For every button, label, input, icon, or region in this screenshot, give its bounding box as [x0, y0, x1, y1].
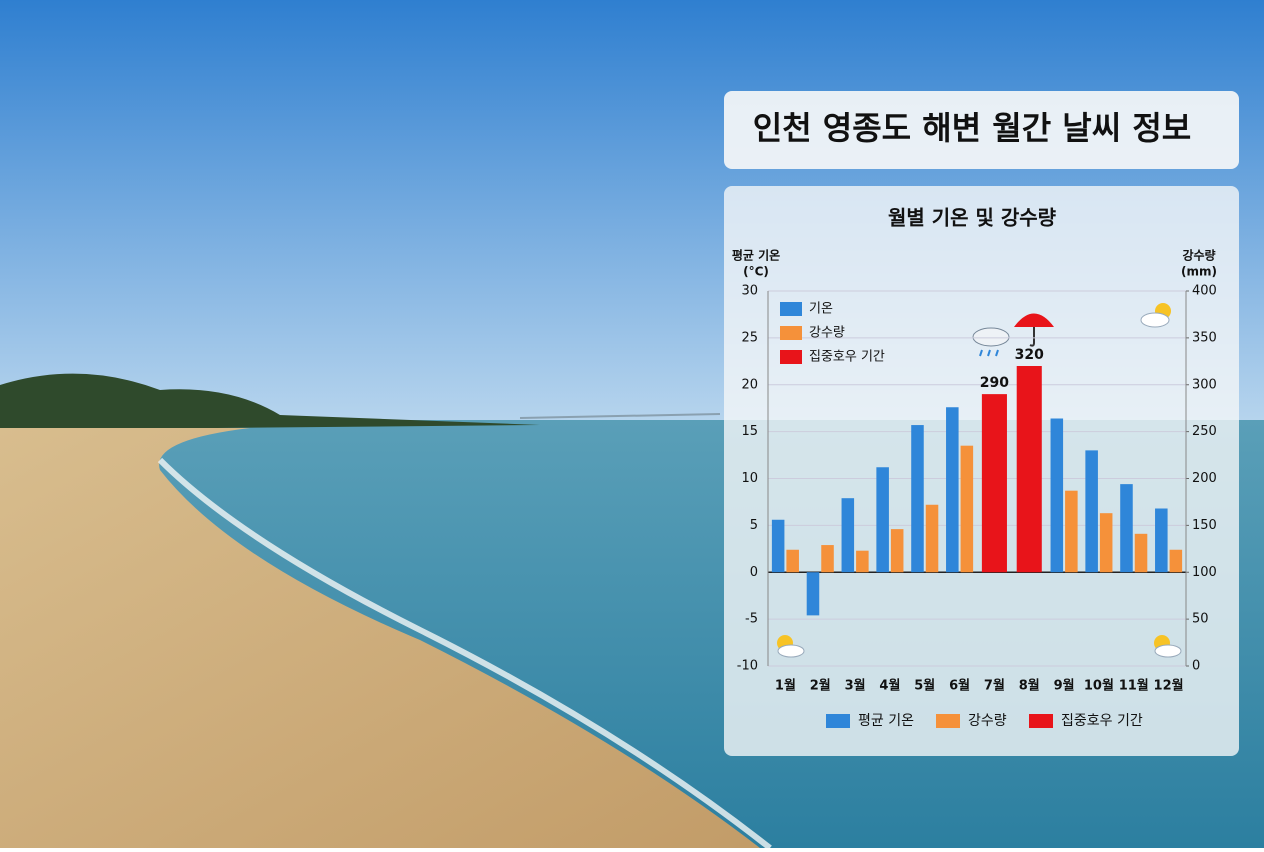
x-tick-label: 6월 — [949, 678, 970, 694]
bar — [1169, 549, 1183, 573]
legend-label: 강수량 — [968, 713, 1007, 729]
data-label: 290 — [980, 375, 1009, 391]
y2-label: (mm) — [1181, 265, 1217, 279]
y-tick-label: 15 — [741, 424, 758, 439]
y2-tick-label: 250 — [1192, 424, 1217, 439]
y-tick-label: 0 — [750, 565, 758, 580]
bar — [946, 407, 959, 573]
header-panel — [724, 91, 1239, 169]
chart-panel — [724, 186, 1239, 756]
bar — [806, 572, 820, 616]
data-label: 320 — [1015, 347, 1044, 363]
y2-tick-label: 150 — [1192, 518, 1217, 533]
legend-label: 평균 기온 — [858, 713, 914, 729]
y-tick-label: -5 — [745, 612, 758, 627]
y2-tick-label: 300 — [1192, 377, 1217, 392]
hills — [0, 373, 540, 430]
bar — [856, 550, 869, 573]
y2-tick-label: 200 — [1192, 471, 1217, 486]
y2-label: 강수량 — [1182, 249, 1215, 263]
bar — [960, 445, 974, 573]
bar — [821, 545, 834, 573]
y2-tick-label: 0 — [1192, 659, 1200, 674]
chart-title: 월별 기온 및 강수량 — [888, 206, 1057, 230]
bar — [1016, 366, 1042, 573]
legend-swatch — [780, 350, 802, 364]
y-tick-label: 20 — [741, 377, 758, 392]
bar — [911, 425, 924, 573]
bar — [1120, 484, 1133, 573]
y-tick-label: 5 — [750, 518, 758, 533]
bar — [1050, 418, 1064, 573]
bar — [1155, 508, 1168, 573]
y2-tick-label: 100 — [1192, 565, 1217, 580]
y-tick-label: 30 — [741, 284, 758, 299]
bar — [981, 394, 1007, 573]
x-tick-label: 11월 — [1119, 678, 1149, 694]
bar — [1065, 490, 1078, 573]
x-tick-label: 8월 — [1019, 678, 1040, 694]
x-tick-label: 9월 — [1054, 678, 1075, 694]
x-tick-label: 1월 — [775, 678, 796, 694]
header-title: 인천 영종도 해변 월간 날씨 정보 — [753, 109, 1191, 147]
y-label: (°C) — [743, 265, 769, 279]
y2-tick-label: 350 — [1192, 330, 1217, 345]
bridge — [519, 413, 721, 419]
bar — [1085, 450, 1098, 573]
legend-swatch — [780, 326, 802, 340]
bar — [876, 467, 889, 573]
y2-tick-label: 400 — [1192, 284, 1217, 299]
y-tick-label: -10 — [737, 659, 758, 674]
x-tick-label: 12월 — [1154, 678, 1184, 694]
beach — [0, 428, 760, 848]
bar — [925, 504, 939, 573]
legend-swatch — [1029, 714, 1053, 728]
x-tick-label: 10월 — [1084, 678, 1114, 694]
bar — [890, 529, 904, 573]
bar — [786, 549, 799, 573]
bar — [1134, 533, 1148, 573]
bar — [771, 519, 785, 573]
y-label: 평균 기온 — [732, 248, 780, 263]
legend-swatch — [936, 714, 960, 728]
y-tick-label: 10 — [741, 471, 758, 486]
x-tick-label: 2월 — [810, 678, 831, 694]
bar — [841, 498, 855, 573]
weather-icon — [777, 303, 1182, 658]
legend-label: 강수량 — [809, 326, 845, 341]
bar — [1099, 513, 1113, 573]
x-tick-label: 7월 — [984, 678, 1005, 694]
legend-swatch — [826, 714, 850, 728]
x-tick-label: 5월 — [914, 678, 935, 694]
legend-label: 집중호우 기간 — [809, 350, 885, 365]
legend-swatch — [780, 302, 802, 316]
x-tick-label: 3월 — [845, 678, 866, 694]
surf — [157, 457, 772, 851]
y2-tick-label: 50 — [1192, 612, 1209, 627]
legend-label: 집중호우 기간 — [1061, 713, 1143, 729]
legend-label: 기온 — [809, 302, 833, 317]
y-tick-label: 25 — [741, 330, 758, 345]
x-tick-label: 4월 — [879, 678, 900, 694]
